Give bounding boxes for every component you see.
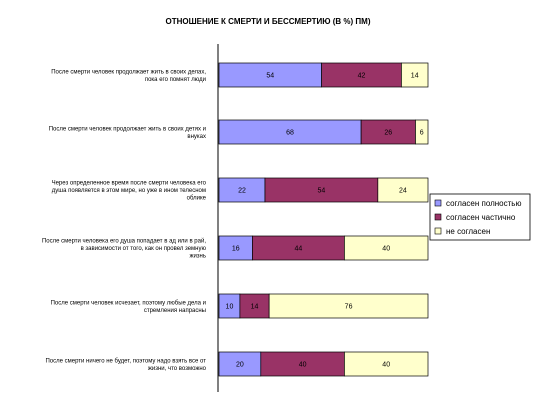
category-label: Через определенное время после смерти че…: [52, 181, 207, 187]
data-label: 40: [382, 362, 390, 369]
legend-box: [429, 193, 531, 241]
legend-label: согласен частично: [446, 213, 516, 222]
bars: 54 42 14 68 26 6 22 54 24 16 44 40 10 14 76 20 40 40: [218, 62, 429, 377]
legend-swatch: [434, 199, 442, 207]
legend-swatch: [434, 227, 442, 235]
bar-segment: [218, 177, 266, 203]
chart-title: ОТНОШЕНИЕ К СМЕРТИ И БЕССМЕРТИЮ (В %) ПМ…: [165, 17, 370, 26]
bar-segment: [377, 177, 429, 203]
data-label: 54: [318, 188, 326, 195]
bar-segment: [218, 235, 253, 261]
data-label: 40: [299, 362, 307, 369]
category-label: После смерти человек продолжает жить в с…: [51, 69, 206, 75]
data-label: 10: [226, 304, 234, 311]
bar-segment: [218, 351, 262, 377]
category-label: стремления напрасны: [144, 308, 206, 314]
data-label: 76: [345, 304, 353, 311]
data-label: 16: [232, 246, 240, 253]
legend-label: не согласен: [446, 227, 490, 236]
data-label: 42: [358, 73, 366, 80]
data-label: 54: [266, 73, 274, 80]
data-label: 44: [295, 246, 303, 253]
data-label: 14: [411, 73, 419, 80]
category-label: внуках: [187, 134, 206, 140]
category-label: жизнь: [189, 254, 206, 260]
data-label: 6: [420, 130, 424, 137]
category-label: пока его помнят люди: [145, 77, 206, 83]
category-label: облике: [187, 196, 207, 202]
category-label: После смерти человека его душа попадает …: [42, 238, 206, 245]
data-label: 20: [236, 362, 244, 369]
bar-segment: [268, 293, 429, 319]
category-label: жизни, что возможно: [148, 366, 207, 372]
data-label: 14: [251, 304, 259, 311]
bar-segment: [401, 62, 429, 88]
data-label: 24: [399, 188, 407, 195]
category-label: После смерти человек продолжает жить в с…: [49, 126, 206, 132]
bar-segment: [321, 62, 402, 88]
category-label: После смерти человек исчезает, поэтому л…: [51, 300, 206, 306]
category-label: в зависимости от того, как он провел зем…: [81, 246, 207, 252]
bar-segment: [344, 235, 429, 261]
legend-swatch: [434, 213, 442, 221]
category-labels: После смерти человек продолжает жить в с…: [42, 69, 207, 372]
bar-segment: [252, 235, 345, 261]
bar-segment: [415, 119, 429, 145]
data-label: 40: [382, 246, 390, 253]
data-label: 22: [238, 188, 246, 195]
category-label: После смерти ничего не будет, поэтому на…: [45, 358, 206, 364]
bar-segment: [344, 351, 429, 377]
bar-segment: [260, 351, 345, 377]
category-label: душа появляется в этом мире, но уже в ин…: [52, 188, 206, 194]
data-label: 26: [384, 130, 392, 137]
legend-label: согласен полностью: [446, 199, 521, 208]
data-label: 68: [286, 130, 294, 137]
legend: согласен полностью согласен частично не со…: [429, 193, 531, 241]
